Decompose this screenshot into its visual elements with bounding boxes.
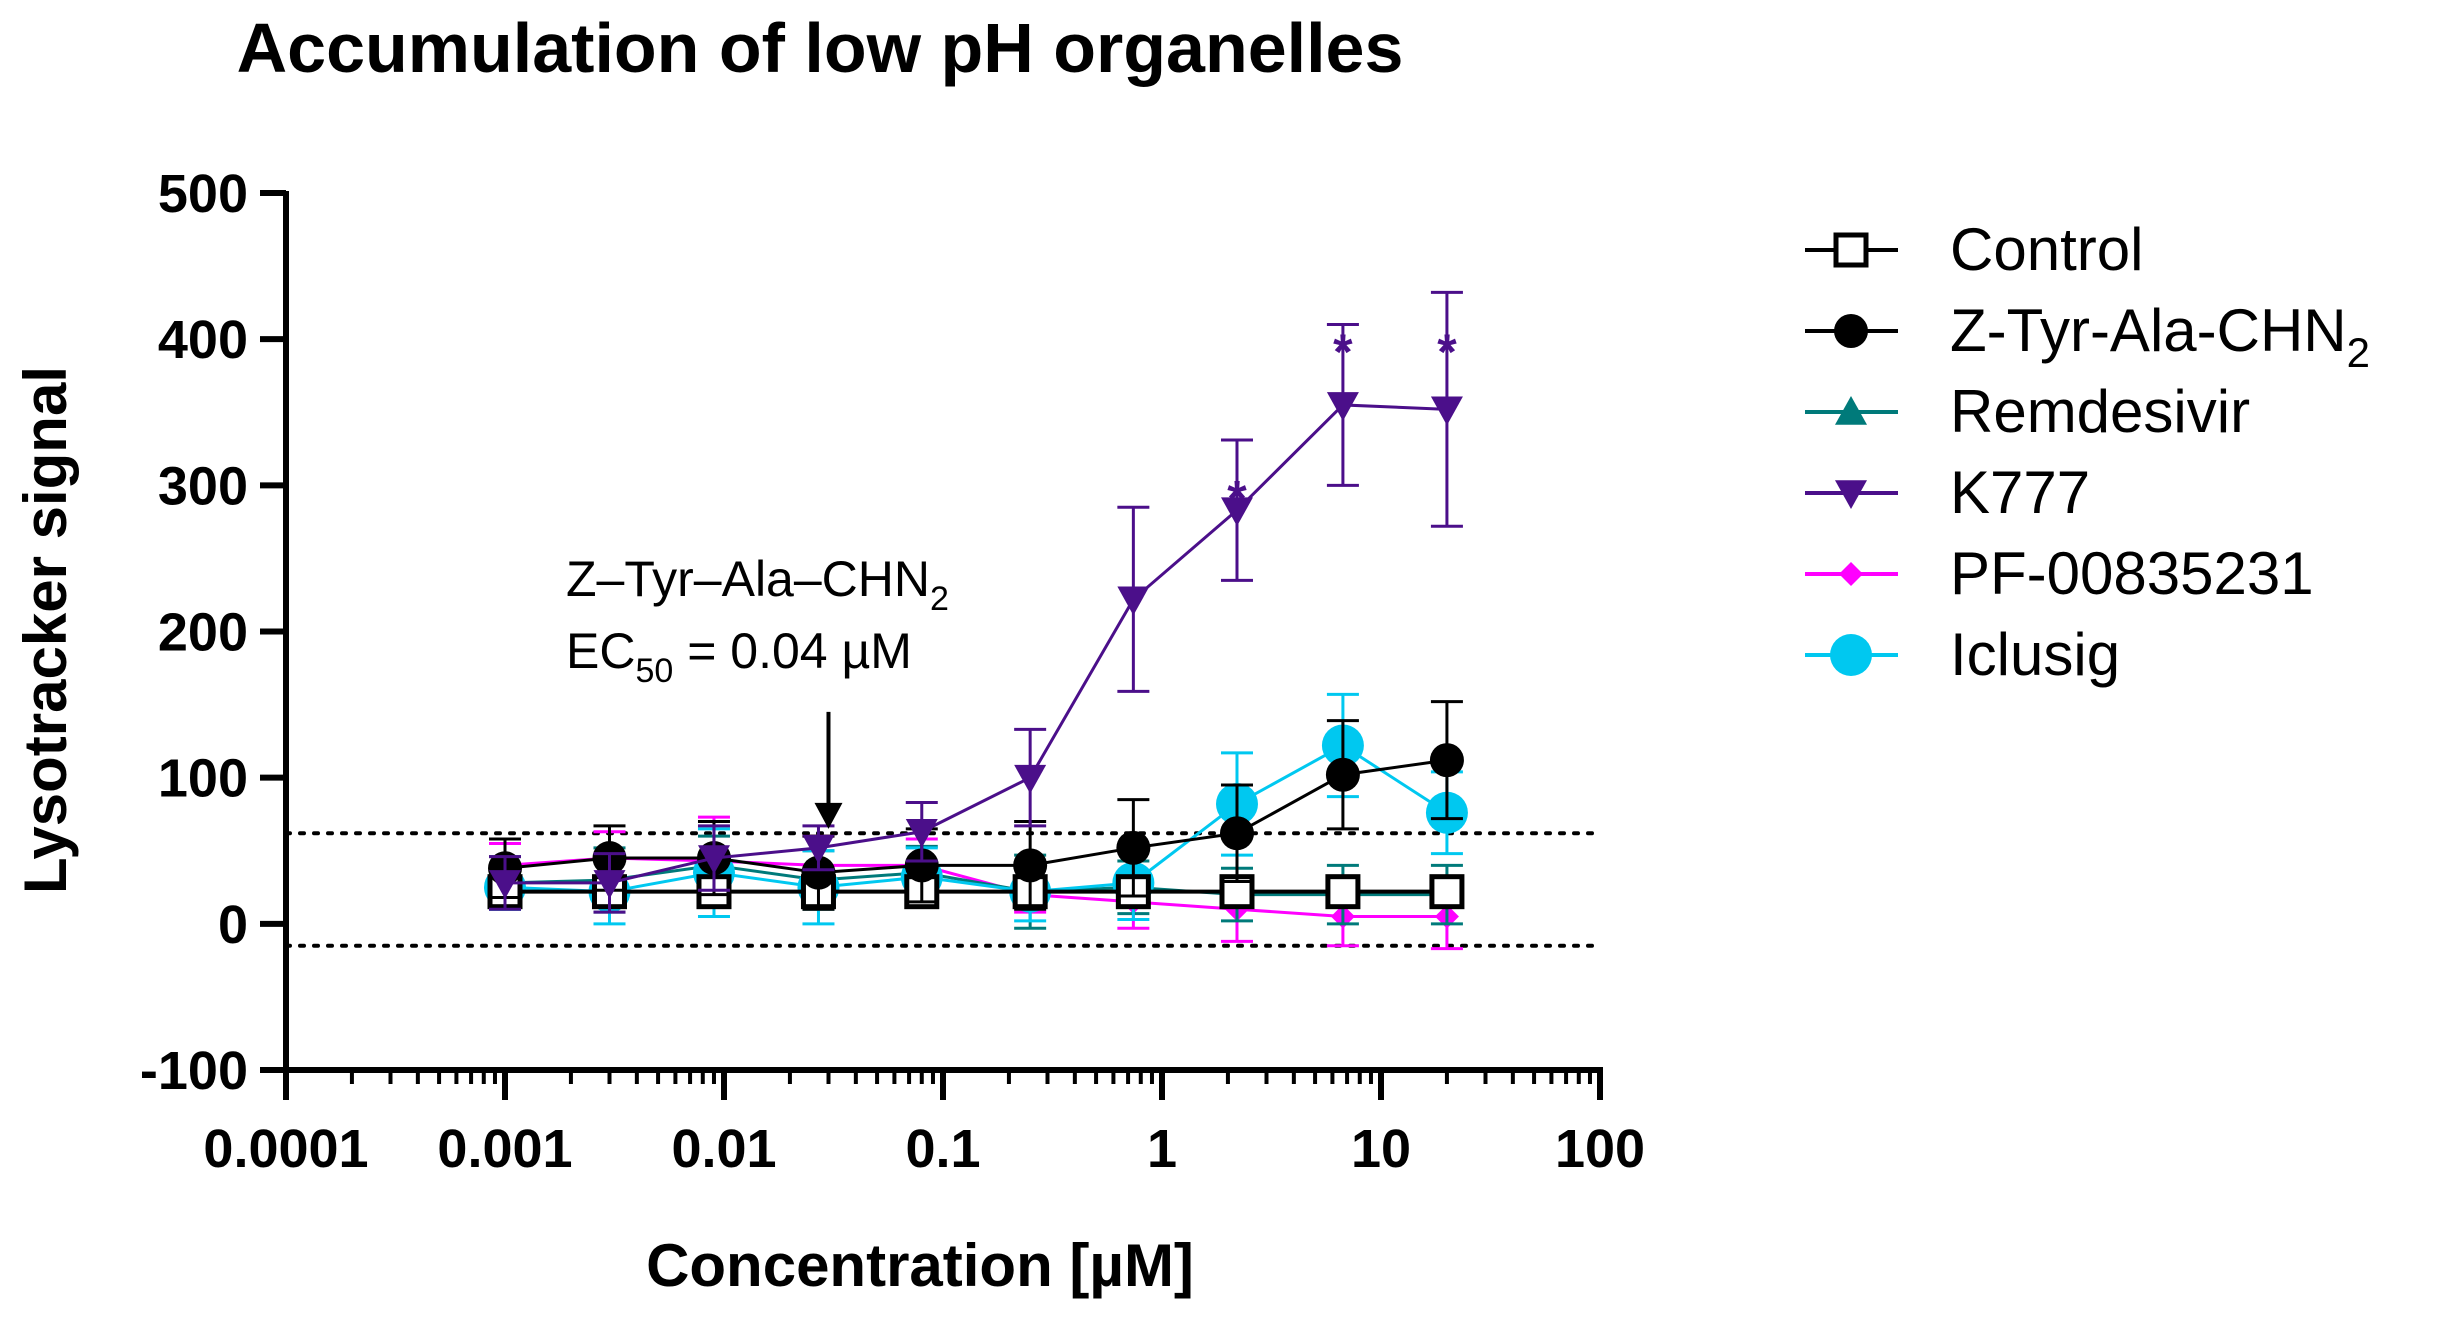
legend-label-text: Remdesivir [1950,378,2250,445]
data-point-k777 [489,870,521,899]
x-tick-label: 10 [1351,1119,1411,1179]
data-point-k777 [593,870,626,899]
y-ticks: -100 0 100 200 300 400 500 [140,164,286,1101]
legend-marker [1834,314,1868,348]
legend-label: Control [1950,216,2143,283]
legend-item-control: Control [1805,216,2143,283]
series-line-z-tyr-ala-chn [504,758,1448,875]
axes [283,191,1603,1073]
significance-star: * [1333,324,1353,380]
y-tick-label: 0 [218,895,248,955]
data-point-z-tyr-ala-chn [801,855,836,890]
legend-item-k777: K777 [1805,459,2090,526]
data-point-control [1325,874,1361,910]
y-tick-label: -100 [140,1041,248,1101]
data-point-z-tyr-ala-chn [1219,816,1254,851]
data-point-k777 [1430,396,1463,426]
data-point-k777 [1117,586,1150,616]
legend-item-remdesivir: Remdesivir [1805,378,2250,445]
y-tick-label: 200 [158,603,248,663]
y-tick-label: 500 [158,164,248,224]
series-line-remdesivir [504,863,1447,897]
data-point-k777 [697,845,730,875]
data-point-k777 [1014,764,1047,794]
x-tick-label: 1 [1147,1119,1177,1179]
legend-label: PF-00835231 [1950,540,2314,607]
y-tick-label: 400 [158,310,248,370]
series-layer [484,290,1468,951]
annotation-compound: Z–Tyr–Ala–CHN [566,551,930,607]
legend-label-text: PF-00835231 [1950,540,2314,607]
legend-marker [1833,232,1869,268]
chart-title: Accumulation of low pH organelles [237,9,1404,87]
annotation-line-1: Z–Tyr–Ala–CHN2 [566,551,949,618]
legend-label-subscript: 2 [2347,329,2370,376]
data-point-control [1429,874,1465,910]
x-tick-label: 0.1 [905,1119,980,1179]
data-point-k777 [1326,392,1359,421]
data-point-z-tyr-ala-chn [904,848,939,883]
data-point-z-tyr-ala-chn [1116,830,1151,865]
x-tick-label: 0.001 [437,1119,572,1179]
legend-label-text: Iclusig [1950,621,2120,688]
annotation-line-2: EC50 = 0.04 µM [566,623,912,690]
legend-item-pf-00835231: PF-00835231 [1805,540,2314,607]
y-axis-title: Lysotracker signal [12,366,79,894]
y-tick-label: 300 [158,456,248,516]
data-point-z-tyr-ala-chn [1013,848,1048,883]
legend-marker [1835,396,1867,425]
annotation-arrow-head [814,802,843,829]
significance-star: * [1227,470,1247,526]
series-k777 [489,290,1463,914]
legend-label: K777 [1950,459,2090,526]
legend: ControlZ-Tyr-Ala-CHN2RemdesivirK777PF-00… [1805,216,2370,688]
y-tick-label: 100 [158,749,248,809]
annotation-subscript: 2 [930,580,949,618]
legend-marker [1835,480,1867,509]
data-point-z-tyr-ala-chn [1429,743,1464,778]
annotation-ec-value: = 0.04 µM [673,623,912,679]
annotation-ec-subscript: 50 [635,652,673,690]
x-ticks: 0.0001 0.001 0.01 0.1 1 10 100 [203,1070,1645,1179]
reference-lines [284,831,1602,948]
annotation-ec: EC [566,623,635,679]
legend-label-text: K777 [1950,459,2090,526]
x-axis-title: Concentration [µM] [646,1232,1194,1299]
legend-item-z-tyr-ala-chn: Z-Tyr-Ala-CHN2 [1805,297,2370,376]
significance-markers: * * * [1227,324,1457,526]
x-tick-label: 100 [1555,1119,1645,1179]
legend-label-text: Control [1950,216,2143,283]
legend-marker [1830,634,1872,676]
legend-label: Iclusig [1950,621,2120,688]
data-point-z-tyr-ala-chn [1325,757,1360,792]
data-point-k777 [905,818,938,848]
legend-item-iclusig: Iclusig [1805,621,2120,688]
series-iclusig [484,692,1468,926]
data-point-k777 [802,835,835,864]
x-tick-label: 0.01 [671,1119,776,1179]
legend-label: Z-Tyr-Ala-CHN2 [1950,297,2370,376]
series-line-k777 [505,403,1447,885]
legend-label-text: Z-Tyr-Ala-CHN [1950,297,2347,364]
data-point-k777 [1220,497,1253,527]
legend-label: Remdesivir [1950,378,2250,445]
legend-marker [1839,562,1863,586]
significance-star: * [1437,324,1457,380]
series-line-iclusig [504,743,1448,894]
x-tick-label: 0.0001 [203,1119,368,1179]
